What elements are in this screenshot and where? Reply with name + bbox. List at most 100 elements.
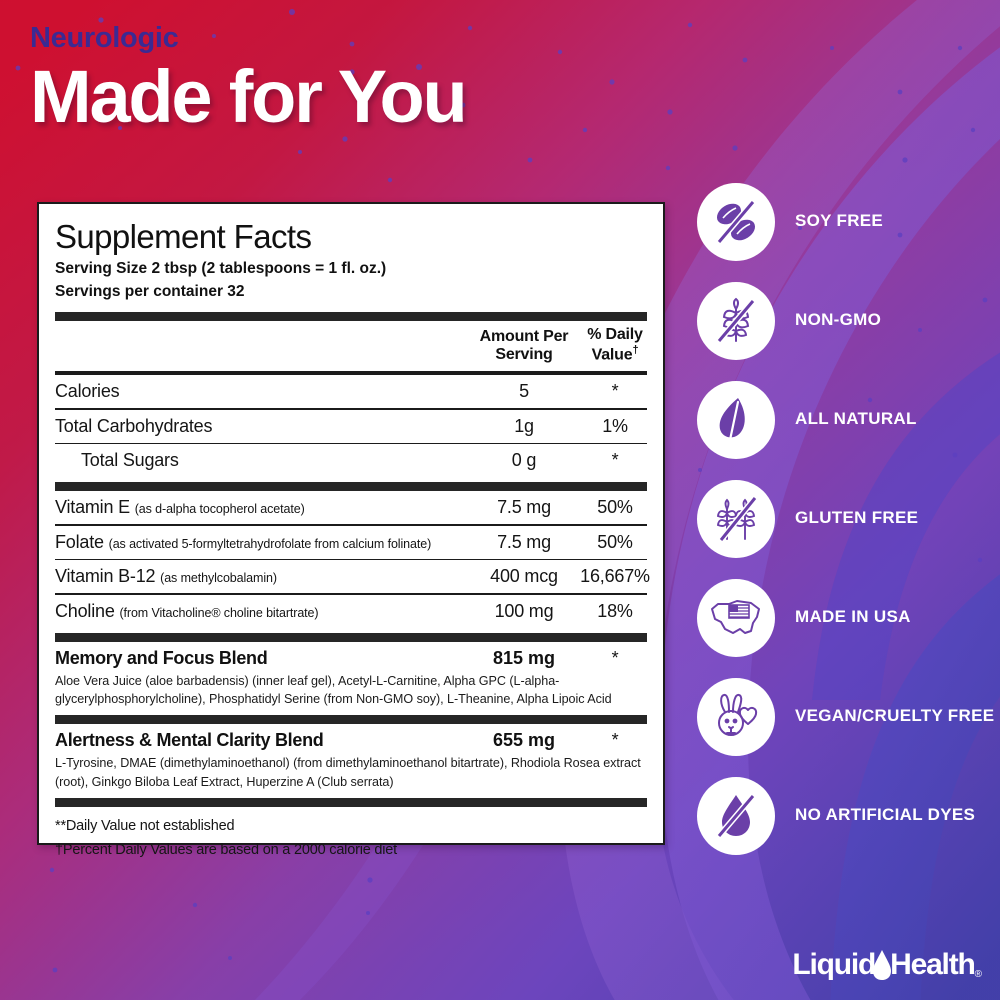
row-daily-value: * <box>611 380 619 401</box>
divider-thick-top <box>55 311 647 321</box>
row-daily-value: 50% <box>597 531 633 552</box>
column-header-daily-value: % Daily Value† <box>579 321 651 371</box>
supplement-facts-title: Supplement Facts <box>55 218 312 255</box>
table-row: Total Carbohydrates 1g 1% <box>55 410 651 443</box>
column-header-amount: Amount Per Serving <box>469 321 579 371</box>
nutrient-source: (as d-alpha tocopherol acetate) <box>134 502 305 517</box>
blend-daily-value: * <box>611 647 619 668</box>
vitamin-row-0: Vitamin E (as d-alpha tocopherol acetate… <box>55 491 651 524</box>
table-header-row: Amount Per Serving % Daily Value† <box>55 321 651 371</box>
badge-label: NON-GMO <box>795 310 882 330</box>
row-amount: 0 g <box>511 450 537 471</box>
nutrient-name: Folate <box>55 531 104 552</box>
badge-label: ALL NATURAL <box>795 409 917 429</box>
divider-after-header <box>55 370 647 375</box>
supplement-facts-panel: Supplement Facts Serving Size 2 tbsp (2 … <box>37 202 665 858</box>
row-amount: 400 mcg <box>490 566 558 587</box>
blend-amount: 655 mg <box>492 730 556 751</box>
row-amount: 100 mg <box>494 600 554 621</box>
logo-text-health: Health <box>890 948 976 981</box>
vitamin-row-1: Folate (as activated 5-formyltetrahydrof… <box>55 526 651 559</box>
nutrient-name: Choline <box>55 600 115 621</box>
footnote-daily-value-not-established: **Daily Value not established <box>55 817 235 834</box>
nutrient-name: Vitamin B-12 <box>55 566 156 587</box>
divider-thick-blend-2 <box>55 715 647 725</box>
header-block: Neurologic Made for You <box>30 22 468 138</box>
dv-line2: Value <box>591 346 633 364</box>
row-daily-value: 1% <box>602 415 628 436</box>
row-name: Folate (as activated 5-formyltetrahydrof… <box>55 526 469 559</box>
badge-label: NO ARTIFICIAL DYES <box>795 805 976 825</box>
product-category-kicker: Neurologic <box>30 22 179 54</box>
badge-no-artificial-dyes: NO ARTIFICIAL DYES <box>697 766 997 865</box>
blend-name: Memory and Focus Blend <box>55 647 268 668</box>
table-row: Alertness & Mental Clarity Blend 655 mg … <box>55 724 651 753</box>
row-daily-value: 18% <box>597 600 633 621</box>
divider-row <box>55 407 647 410</box>
row-name: Choline (from Vitacholine® choline bitar… <box>55 595 469 628</box>
leaf-icon <box>697 380 775 459</box>
servings-per-container-text: Servings per container 32 <box>55 283 245 301</box>
blend-amount: 815 mg <box>492 647 556 668</box>
wheat-crossed-icon <box>697 479 775 558</box>
dv-dagger: † <box>632 343 639 356</box>
certification-badge-list: SOY FREE NON-GMO <box>697 172 997 865</box>
sugars-table: Total Sugars 0 g * <box>55 444 651 477</box>
row-name: Calories <box>55 380 120 401</box>
table-row: Vitamin B-12 (as methylcobalamin) 400 mc… <box>55 560 651 593</box>
row-name: Vitamin E (as d-alpha tocopherol acetate… <box>55 491 469 524</box>
usa-map-flag-icon <box>697 578 775 657</box>
carbs-table: Total Carbohydrates 1g 1% <box>55 410 651 443</box>
row-name: Total Carbohydrates <box>55 415 213 436</box>
basic-nutrients-table: Calories 5 * <box>55 375 651 408</box>
row-name: Vitamin B-12 (as methylcobalamin) <box>55 560 469 593</box>
blend-0-header: Memory and Focus Blend 815 mg * <box>55 642 651 671</box>
vitamin-row-2: Vitamin B-12 (as methylcobalamin) 400 mc… <box>55 560 651 593</box>
soy-bean-crossed-icon <box>697 182 775 261</box>
amount-line2: Serving <box>495 346 553 364</box>
nutrient-source: (as activated 5-formyltetrahydrofolate f… <box>108 536 432 551</box>
badge-label: SOY FREE <box>795 211 884 231</box>
row-daily-value: 16,667% <box>580 566 650 587</box>
row-amount: 7.5 mg <box>497 497 551 518</box>
divider-row <box>55 524 647 526</box>
amount-line1: Amount Per <box>479 328 569 346</box>
divider-row <box>55 442 647 445</box>
row-name: Total Sugars <box>81 450 179 471</box>
row-amount: 7.5 mg <box>497 531 551 552</box>
row-daily-value: * <box>611 450 619 471</box>
badge-made-in-usa: MADE IN USA <box>697 568 997 667</box>
divider-row <box>55 593 647 595</box>
page-title: Made for You <box>30 55 468 138</box>
badge-label: MADE IN USA <box>795 607 911 627</box>
badge-label: GLUTEN FREE <box>795 508 919 528</box>
badge-soy-free: SOY FREE <box>697 172 997 271</box>
blend-daily-value: * <box>611 730 619 751</box>
divider-thick-footer <box>55 797 647 807</box>
nutrient-source: (as methylcobalamin) <box>160 571 277 586</box>
badge-vegan-cruelty-free: VEGAN/CRUELTY FREE <box>697 667 997 766</box>
bunny-heart-icon <box>697 677 775 756</box>
wheat-stalk-crossed-icon <box>697 281 775 360</box>
dv-line1: % Daily <box>587 325 643 343</box>
nutrition-header-table: Amount Per Serving % Daily Value† <box>55 321 651 371</box>
table-row: Memory and Focus Blend 815 mg * <box>55 642 651 671</box>
badge-label: VEGAN/CRUELTY FREE <box>795 706 995 726</box>
blend-name: Alertness & Mental Clarity Blend <box>55 730 324 751</box>
serving-size-text: Serving Size 2 tbsp (2 tablespoons = 1 f… <box>55 259 387 277</box>
water-drop-crossed-icon <box>697 776 775 855</box>
badge-gluten-free: GLUTEN FREE <box>697 469 997 568</box>
divider-thick-vitamins <box>55 482 647 492</box>
divider-row <box>55 558 647 561</box>
row-amount: 1g <box>514 415 534 436</box>
header-spacer <box>55 321 469 371</box>
blend-ingredients: L-Tyrosine, DMAE (dimethylaminoethanol) … <box>55 756 641 789</box>
blend-1-header: Alertness & Mental Clarity Blend 655 mg … <box>55 724 651 753</box>
nutrient-source: (from Vitacholine® choline bitartrate) <box>119 605 319 620</box>
vitamin-row-3: Choline (from Vitacholine® choline bitar… <box>55 595 651 628</box>
badge-non-gmo: NON-GMO <box>697 271 997 370</box>
brand-logo: Liquid Health ® <box>792 948 982 980</box>
table-row: Calories 5 * <box>55 375 651 408</box>
table-row: Total Sugars 0 g * <box>55 444 651 477</box>
table-row: Folate (as activated 5-formyltetrahydrof… <box>55 526 651 559</box>
